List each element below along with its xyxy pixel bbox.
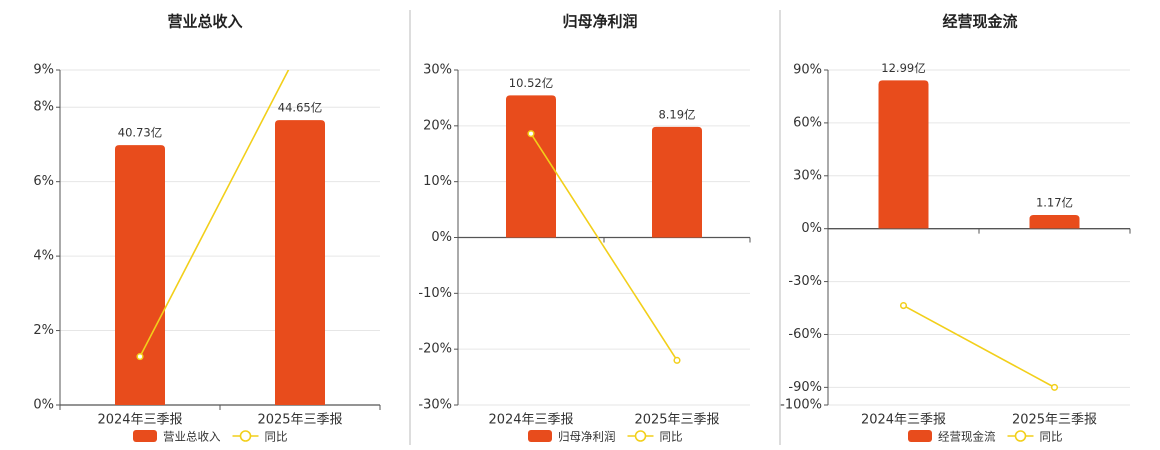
bar [1029,215,1080,229]
bar [275,120,325,405]
value-label: 1.17亿 [1036,196,1073,210]
value-label: 8.19亿 [658,107,695,121]
line-point [673,356,681,364]
y-tick-label: -30% [418,398,452,413]
bar [115,145,165,405]
y-tick-label: 10% [423,174,452,189]
legend-swatch [908,430,932,442]
legend-swatch [1014,430,1027,442]
y-tick-label: 60% [793,115,822,130]
x-tick-label: 2025年三季报 [257,413,342,428]
value-label: 40.73亿 [118,126,162,140]
x-tick-label: 2024年三季报 [488,413,573,428]
y-tick-label: -10% [418,286,452,301]
x-tick-label: 2025年三季报 [634,413,719,428]
legend-swatch [133,430,157,442]
bar [652,126,702,238]
chart-title: 经营现金流 [942,13,1017,31]
line-point [297,45,303,51]
y-tick-label: 30% [423,63,452,78]
y-tick-label: 4% [33,249,54,264]
value-label: 12.99亿 [881,61,925,75]
line [530,133,678,361]
y-tick-label: -100% [780,398,822,413]
x-tick-label: 2025年三季报 [1012,413,1097,428]
legend-label: 经营现金流 [938,430,996,444]
bar [506,95,556,238]
y-tick-label: -60% [788,327,822,342]
line [139,70,290,357]
legend-label: 归母净利润 [558,430,616,444]
legend-swatch [239,430,252,442]
line-point [527,130,535,138]
legend-label: 同比 [660,430,683,444]
y-tick-label: 6% [33,174,54,189]
legend-swatch [634,430,647,442]
y-tick-label: 0% [33,398,54,413]
line [903,304,1055,389]
legend-label: 同比 [1040,430,1063,444]
y-tick-label: -90% [788,380,822,395]
line-point [1050,383,1059,391]
x-tick-label: 2024年三季报 [97,413,182,428]
y-tick-label: 20% [423,118,452,133]
value-label: 44.65亿 [278,101,322,115]
y-tick-label: 0% [801,221,822,236]
y-tick-label: 90% [793,63,822,78]
y-tick-label: 9% [33,63,54,78]
x-tick-label: 2024年三季报 [861,413,946,428]
legend-label: 营业总收入 [163,430,221,444]
chart-title: 归母净利润 [562,13,637,31]
value-label: 10.52亿 [509,76,553,90]
y-tick-label: 30% [793,168,822,183]
y-tick-label: 0% [431,230,452,245]
y-tick-label: 8% [33,100,54,115]
y-tick-label: -20% [418,342,452,357]
legend-swatch [528,430,552,442]
y-tick-label: 2% [33,323,54,338]
bar [878,80,929,229]
chart-title: 营业总收入 [167,13,242,31]
line-point [136,353,144,361]
y-tick-label: -30% [788,274,822,289]
line-point [899,302,908,310]
legend-label: 同比 [265,430,288,444]
